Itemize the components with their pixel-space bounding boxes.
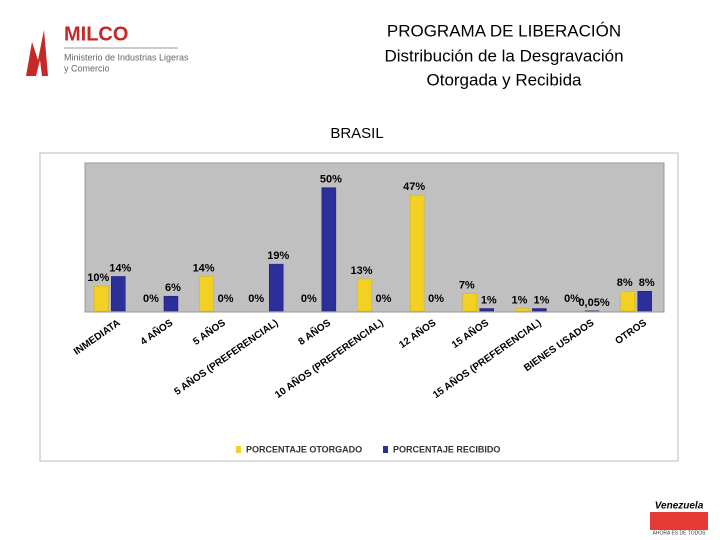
logo-line: Ministerio de Industrias Ligeras <box>64 52 189 62</box>
bar <box>199 276 214 312</box>
brand-name: Venezuela <box>655 501 704 512</box>
bar <box>357 278 372 312</box>
data-label: 8% <box>617 277 633 289</box>
data-label: 47% <box>403 181 425 193</box>
data-label: 8% <box>639 277 655 289</box>
bar <box>515 308 530 312</box>
data-label: 0% <box>143 293 159 305</box>
data-label: 50% <box>320 174 342 186</box>
logo: MILCO Ministerio de Industrias Ligeras y… <box>26 23 189 76</box>
data-label: 0% <box>376 293 392 305</box>
legend-swatch <box>236 446 241 453</box>
bar <box>479 308 495 312</box>
data-label: 14% <box>193 262 215 274</box>
data-label: 0% <box>218 293 234 305</box>
bar <box>620 291 635 312</box>
logo-mark <box>26 30 48 76</box>
subtitle: Distribución de la Desgravación <box>384 46 623 65</box>
brand-tagline: AHORA ES DE TODOS <box>653 530 707 536</box>
data-label: 0,05% <box>578 297 609 309</box>
bar <box>163 295 179 312</box>
data-label: 0% <box>428 293 444 305</box>
data-label: 0% <box>564 293 580 305</box>
data-label: 7% <box>459 280 475 292</box>
subtitle: Otorgada y Recibida <box>427 70 583 89</box>
data-label: 13% <box>350 265 372 277</box>
legend-label: PORCENTAJE RECIBIDO <box>393 444 500 454</box>
logo-name: MILCO <box>64 23 128 45</box>
bar <box>321 187 337 312</box>
data-label: 14% <box>109 262 131 274</box>
brand: Venezuela AHORA ES DE TODOS <box>650 501 708 536</box>
data-label: 1% <box>511 294 527 306</box>
data-label: 1% <box>533 294 549 306</box>
legend-label: PORCENTAJE OTORGADO <box>246 444 362 454</box>
data-label: 19% <box>267 250 289 262</box>
data-label: 0% <box>248 293 264 305</box>
bar <box>532 308 547 312</box>
bar <box>111 276 126 312</box>
brand-figures <box>650 512 708 530</box>
legend-swatch <box>383 446 388 453</box>
bar <box>462 293 478 312</box>
data-label: 6% <box>165 282 181 294</box>
data-label: 1% <box>481 294 497 306</box>
bar <box>94 286 109 312</box>
bar <box>637 291 652 312</box>
bar <box>409 194 425 312</box>
logo-line: y Comercio <box>64 63 110 73</box>
data-label: 10% <box>87 272 109 284</box>
title: PROGRAMA DE LIBERACIÓN <box>387 21 621 40</box>
bar <box>268 263 284 312</box>
chart-title: BRASIL <box>330 125 383 142</box>
data-label: 0% <box>301 293 317 305</box>
plot-area <box>84 162 665 313</box>
